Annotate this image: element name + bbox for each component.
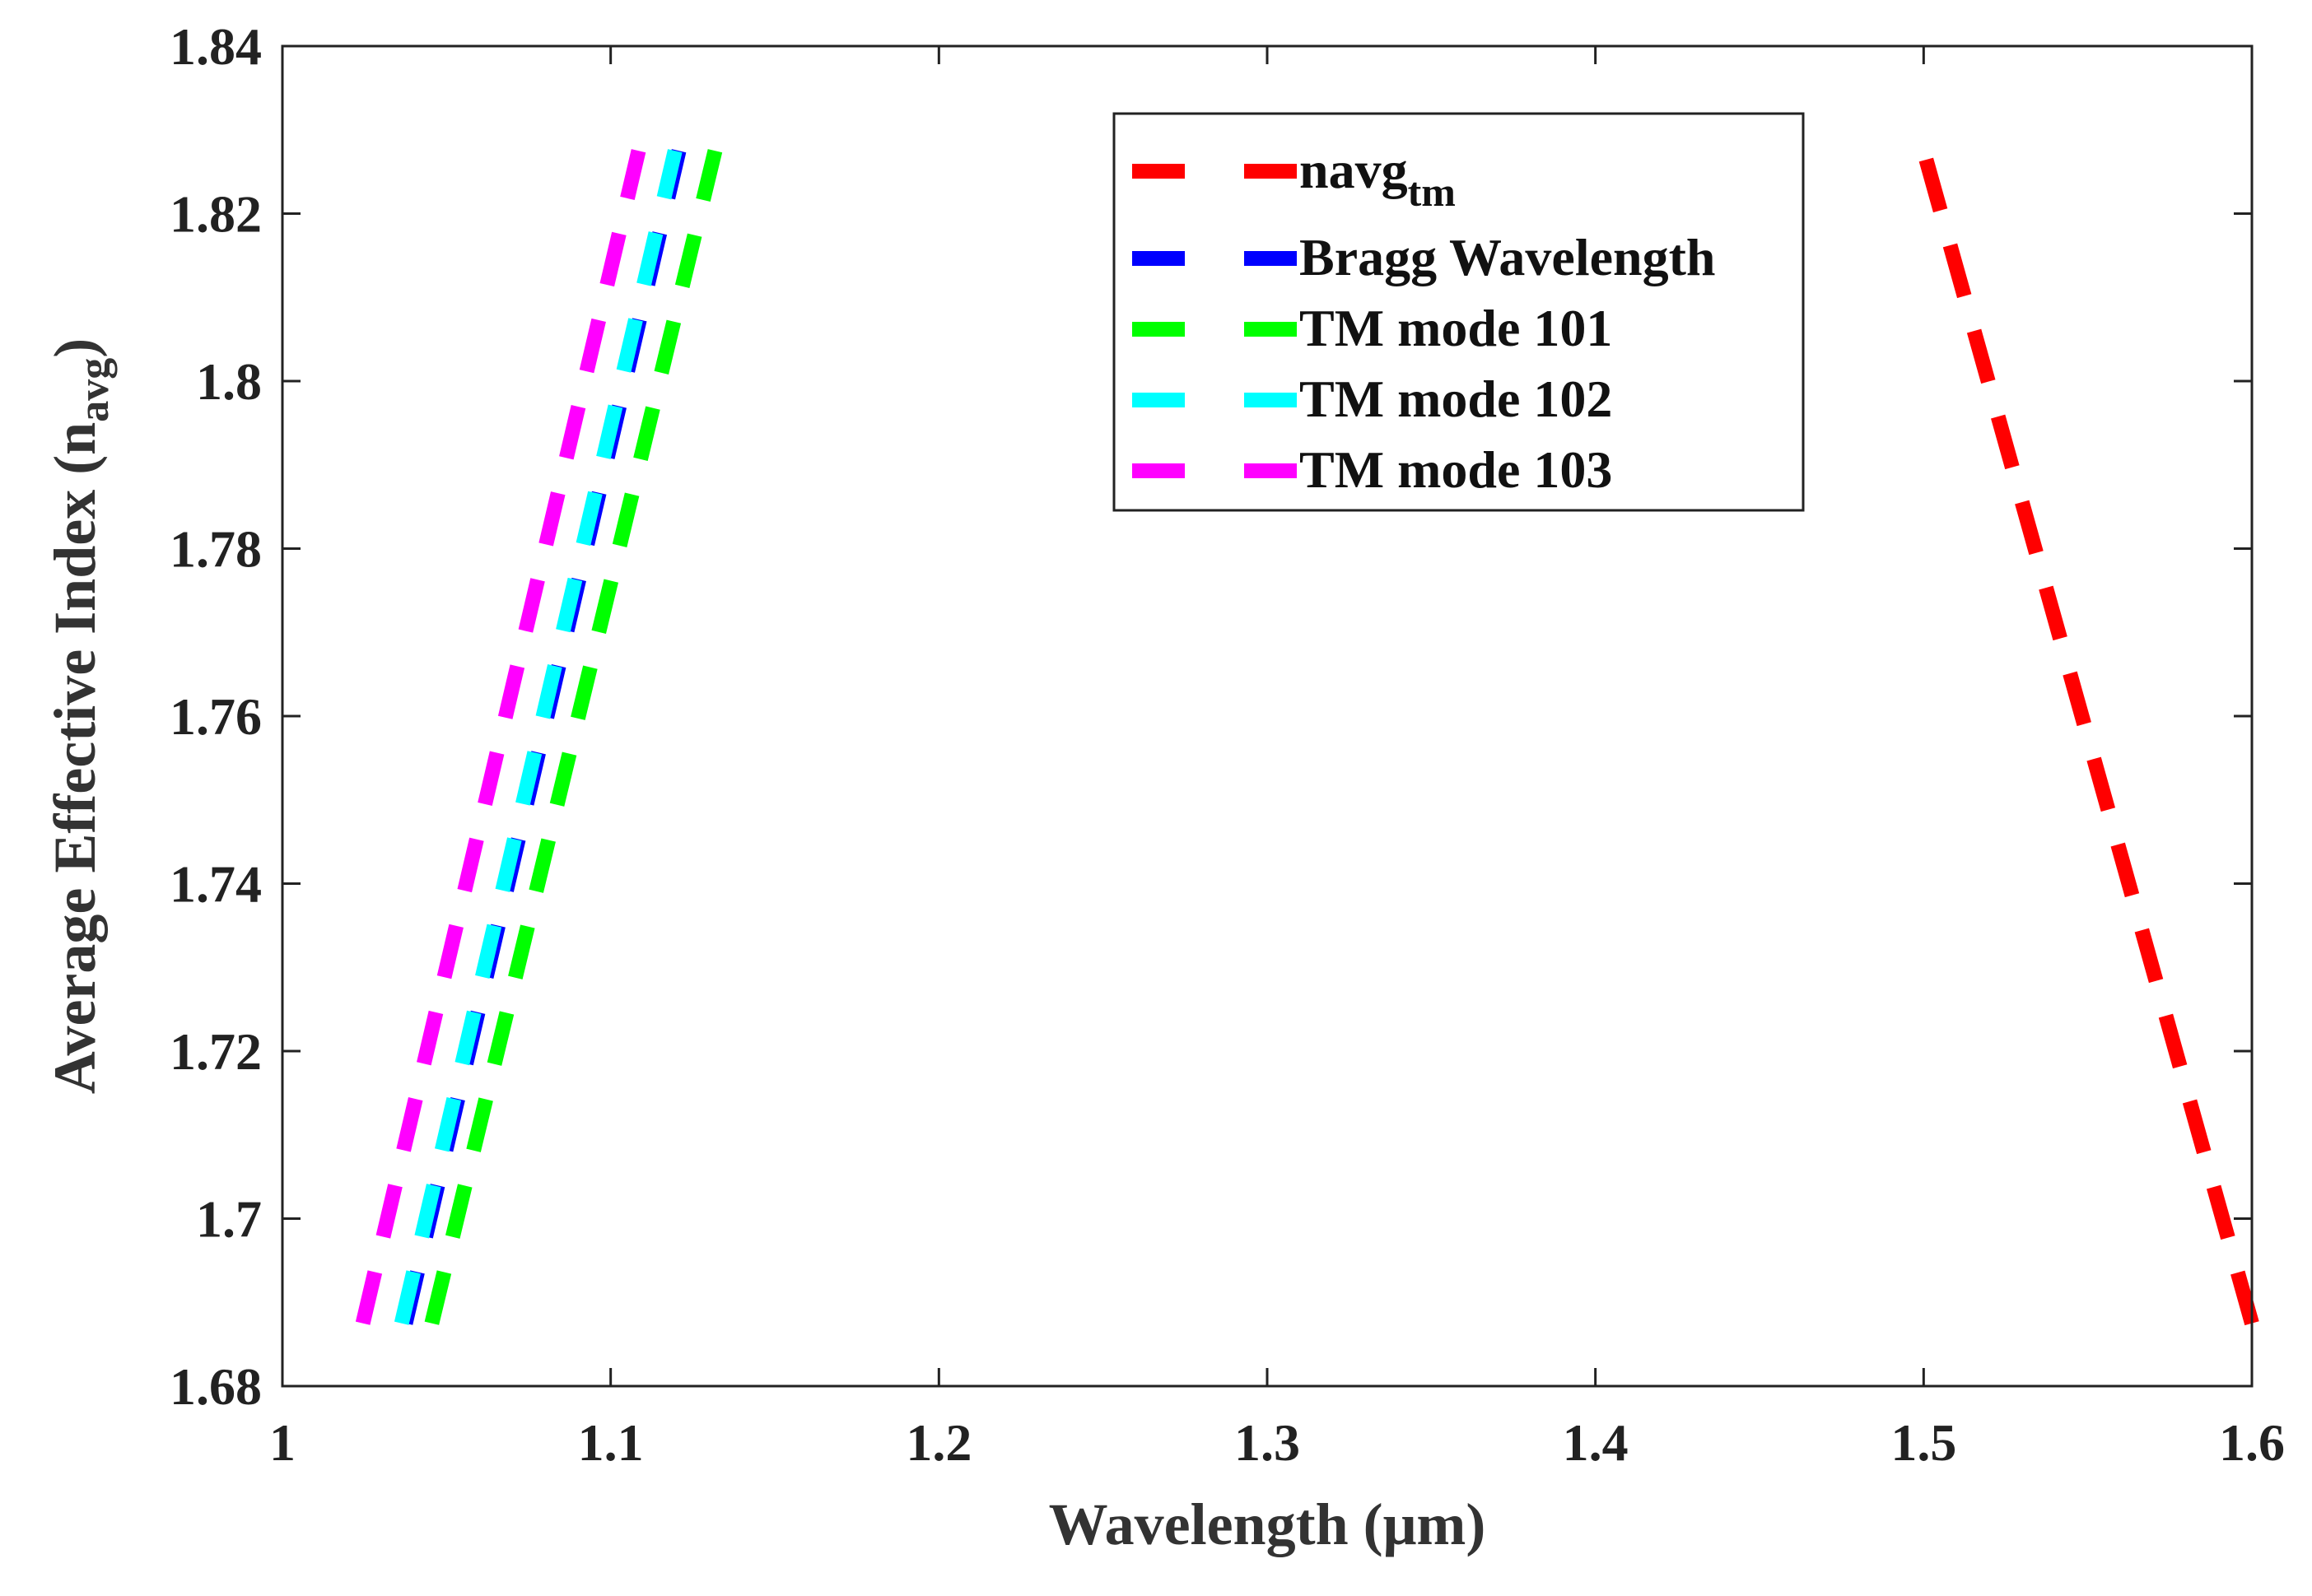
series-line-3	[394, 149, 683, 1325]
y-tick-label: 1.84	[170, 17, 262, 76]
x-axis-label: Wavelength (μm)	[1049, 1491, 1486, 1557]
y-axis-label-close: )	[42, 338, 108, 358]
y-tick-label: 1.82	[170, 185, 262, 244]
legend-label: Bragg Wavelength	[1299, 228, 1716, 286]
x-tick-label: 1.3	[1234, 1413, 1300, 1472]
series-line-4	[355, 149, 646, 1325]
legend-label: TM mode 102	[1299, 370, 1612, 428]
x-tick-label: 1.1	[578, 1413, 644, 1472]
y-tick-label: 1.68	[170, 1357, 262, 1416]
legend-box	[1112, 112, 1805, 512]
y-tick-label: 1.72	[170, 1022, 262, 1081]
y-tick-label: 1.74	[170, 855, 262, 914]
y-axis-label-sub: avg	[71, 358, 118, 422]
x-tick-label: 1.5	[1890, 1413, 1956, 1472]
legend-label: TM mode 101	[1299, 299, 1612, 357]
x-tick-label: 1.6	[2219, 1413, 2285, 1472]
series-line-2	[424, 149, 723, 1325]
series-layer	[355, 148, 2259, 1326]
y-tick-label: 1.7	[196, 1190, 262, 1249]
y-tick-labels: 1.68 1.7 1.72 1.74 1.76 1.78 1.8 1.82 1.84	[170, 17, 262, 1416]
y-tick-label: 1.8	[196, 352, 262, 411]
x-tick-label: 1.2	[906, 1413, 972, 1472]
x-tick-labels: 1 1.1 1.2 1.3 1.4 1.5 1.6	[269, 1413, 2285, 1472]
ticks-layer	[281, 44, 2254, 1388]
y-tick-label: 1.76	[170, 687, 262, 746]
series-line-0	[1916, 148, 2259, 1326]
y-axis-label: Average Effective Index (navg)	[42, 338, 118, 1094]
y-tick-label: 1.78	[170, 520, 262, 579]
y-axis-label-main: Average Effective Index (n	[42, 422, 108, 1094]
x-tick-label: 1.4	[1563, 1413, 1629, 1472]
legend-label-sub: tm	[1408, 169, 1456, 215]
legend-label: TM mode 103	[1299, 440, 1612, 499]
x-tick-label: 1	[269, 1413, 296, 1472]
